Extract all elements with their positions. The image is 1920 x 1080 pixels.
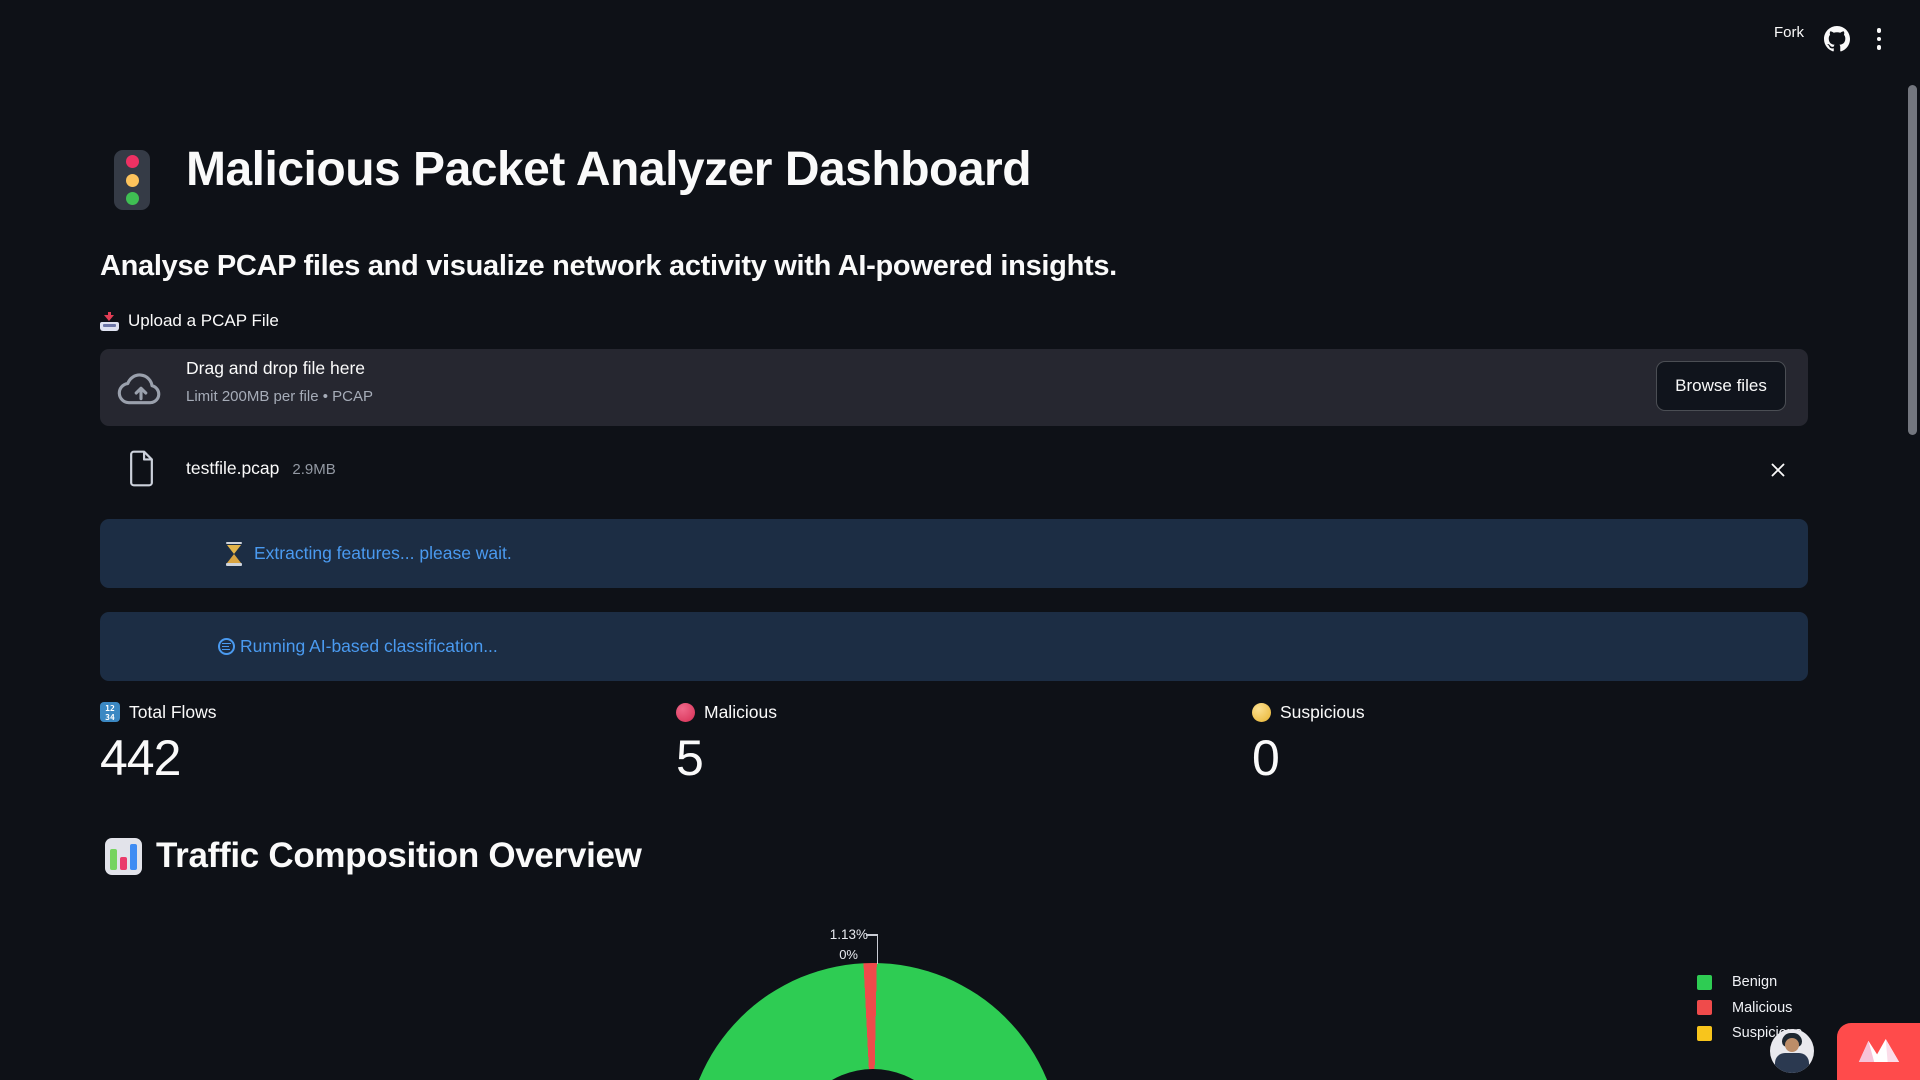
uploaded-file-row: testfile.pcap 2.9MB [186,458,336,479]
page-title: Malicious Packet Analyzer Dashboard [186,143,1032,196]
bar-chart-icon [105,838,142,875]
scrollbar-thumb[interactable] [1908,85,1917,435]
file-document-icon [130,450,153,487]
legend-label: Benign [1732,974,1778,990]
dropzone-limit: Limit 200MB per file • PCAP [186,388,373,405]
page-subtitle: Analyse PCAP files and visualize network… [100,250,1117,282]
metric-malicious: Malicious 5 [676,700,1216,783]
input-numbers-icon: 12 34 [100,702,120,722]
upload-cloud-icon [117,373,161,405]
status-extracting: Extracting features... please wait. [100,519,1808,588]
streamlit-badge[interactable] [1837,1023,1920,1080]
legend-swatch [1697,1025,1712,1041]
upload-label-text: Upload a PCAP File [128,311,279,330]
metric-total-flows: 12 34 Total Flows 442 [100,700,640,783]
pie-annotation-suspicious: 0% [839,947,858,962]
metric-label: Malicious [704,701,777,722]
annotation-leader-line [876,934,878,964]
metric-value: 442 [100,730,181,786]
file-dropzone[interactable] [100,349,1808,426]
user-avatar[interactable] [1770,1029,1814,1073]
pie-annotation-malicious: 1.13% [829,927,868,942]
yellow-circle-icon [1252,702,1271,722]
uploaded-file-name: testfile.pcap [186,458,280,478]
metric-value: 0 [1252,730,1280,786]
pie-chart [685,963,1061,1080]
metric-suspicious: Suspicious 0 [1252,700,1792,783]
streamlit-crown-icon [1858,1039,1900,1062]
browse-files-button[interactable]: Browse files [1656,361,1786,411]
red-circle-icon [676,702,695,722]
upload-section-label: Upload a PCAP File [100,311,279,331]
inbox-tray-icon [100,311,119,331]
status-classification-text: Running AI-based classification... [240,636,498,656]
fork-button[interactable]: Fork [1766,20,1812,45]
status-extracting-text: Extracting features... please wait. [254,543,512,563]
remove-file-icon[interactable] [1763,456,1793,486]
legend-item-benign[interactable]: Benign [1697,974,1802,990]
metric-label: Total Flows [129,701,217,722]
overflow-menu-icon[interactable] [1868,22,1890,56]
annotation-leader-line [866,934,878,936]
brain-icon [218,638,235,655]
status-classification: Running AI-based classification... [100,612,1808,681]
legend-swatch [1697,974,1712,990]
metric-value: 5 [676,730,704,786]
traffic-section-title: Traffic Composition Overview [156,836,642,875]
legend-item-malicious[interactable]: Malicious [1697,1000,1802,1016]
dropzone-instruction: Drag and drop file here [186,358,365,378]
traffic-light-icon [114,150,150,210]
pie-chart-hole [791,1069,955,1080]
metric-label: Suspicious [1280,701,1365,722]
github-icon[interactable] [1824,26,1850,52]
uploaded-file-size: 2.9MB [292,461,336,478]
hourglass-icon [226,541,242,566]
legend-swatch [1697,1000,1712,1015]
legend-label: Malicious [1732,999,1793,1016]
